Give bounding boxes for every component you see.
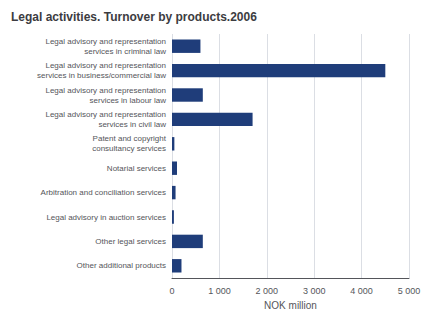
svg-text:Patent and copyright: Patent and copyright (93, 134, 167, 143)
svg-text:Legal activities. Turnover by: Legal activities. Turnover by products.2… (11, 10, 257, 24)
svg-text:5 000: 5 000 (398, 286, 421, 296)
svg-text:Other legal services: Other legal services (95, 237, 166, 246)
svg-text:Notarial services: Notarial services (107, 164, 166, 173)
svg-text:2 000: 2 000 (256, 286, 279, 296)
svg-text:Arbitration and conciliation s: Arbitration and conciliation services (41, 188, 166, 197)
svg-text:Other additional products: Other additional products (77, 261, 166, 270)
svg-text:Legal advisory and representat: Legal advisory and representation (45, 37, 166, 46)
svg-text:Legal advisory and representat: Legal advisory and representation (45, 110, 166, 119)
svg-text:consultancy services: consultancy services (92, 144, 166, 153)
svg-text:services in civil law: services in civil law (98, 120, 166, 129)
svg-text:Legal advisory and representat: Legal advisory and representation (45, 86, 166, 95)
svg-text:services in labour law: services in labour law (90, 96, 167, 105)
svg-text:1 000: 1 000 (208, 286, 231, 296)
svg-text:3 000: 3 000 (303, 286, 326, 296)
svg-text:4 000: 4 000 (350, 286, 373, 296)
svg-text:Legal advisory and representat: Legal advisory and representation (45, 61, 166, 70)
svg-text:services in criminal law: services in criminal law (84, 47, 166, 56)
svg-text:services in business/commercia: services in business/commercial law (37, 71, 166, 80)
svg-text:NOK million: NOK million (264, 300, 317, 311)
svg-text:Legal advisory in auction serv: Legal advisory in auction services (46, 213, 166, 222)
svg-text:0: 0 (169, 286, 174, 296)
